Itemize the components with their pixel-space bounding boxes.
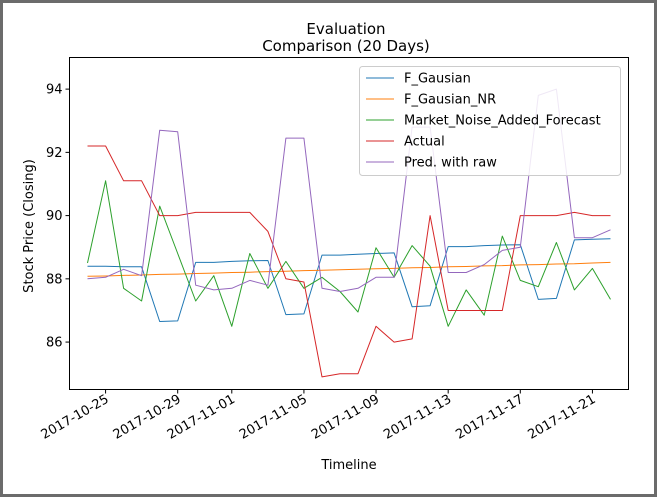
y-tick-label: 86 (46, 336, 63, 351)
series-lines (87, 88, 611, 378)
series-line-f-gausian-nr (87, 261, 611, 277)
series-line-pred-with-raw (87, 88, 611, 292)
y-tick-label: 88 (46, 272, 63, 287)
y-axis-ticks: 86 88 90 92 94 (46, 83, 70, 351)
series-line-actual (87, 145, 611, 378)
x-tick-label: 2017-11-21 (525, 392, 598, 443)
chart-title-line-2: Comparison (20 Days) (262, 37, 430, 55)
y-tick-label: 90 (46, 209, 63, 224)
series-line-market-noise-added-forecast (87, 180, 611, 327)
legend-box (359, 66, 621, 176)
x-tick-label: 2017-11-13 (381, 392, 454, 443)
x-axis-label: Timeline (320, 458, 376, 473)
chart-title-line-1: Evaluation (306, 20, 385, 38)
x-tick-label: 2017-10-25 (39, 392, 112, 443)
x-tick-label: 2017-11-05 (237, 392, 310, 443)
y-tick-label: 92 (46, 146, 63, 161)
x-tick-label: 2017-11-09 (309, 392, 382, 443)
legend-label: Actual (404, 135, 445, 150)
chart-title: Evaluation Comparison (20 Days) (262, 20, 430, 55)
legend-label: Market_Noise_Added_Forecast (404, 114, 601, 129)
y-axis-label: Stock Price (Closing) (22, 159, 37, 293)
x-tick-label: 2017-11-17 (453, 392, 526, 443)
legend: F_Gausian F_Gausian_NR Market_Noise_Added_… (359, 66, 621, 176)
legend-label: Pred. with raw (404, 156, 497, 171)
y-tick-label: 94 (46, 83, 63, 98)
legend-label: F_Gausian (404, 72, 471, 87)
series-line-f-gausian (87, 238, 611, 322)
legend-label: F_Gausian_NR (404, 93, 496, 108)
